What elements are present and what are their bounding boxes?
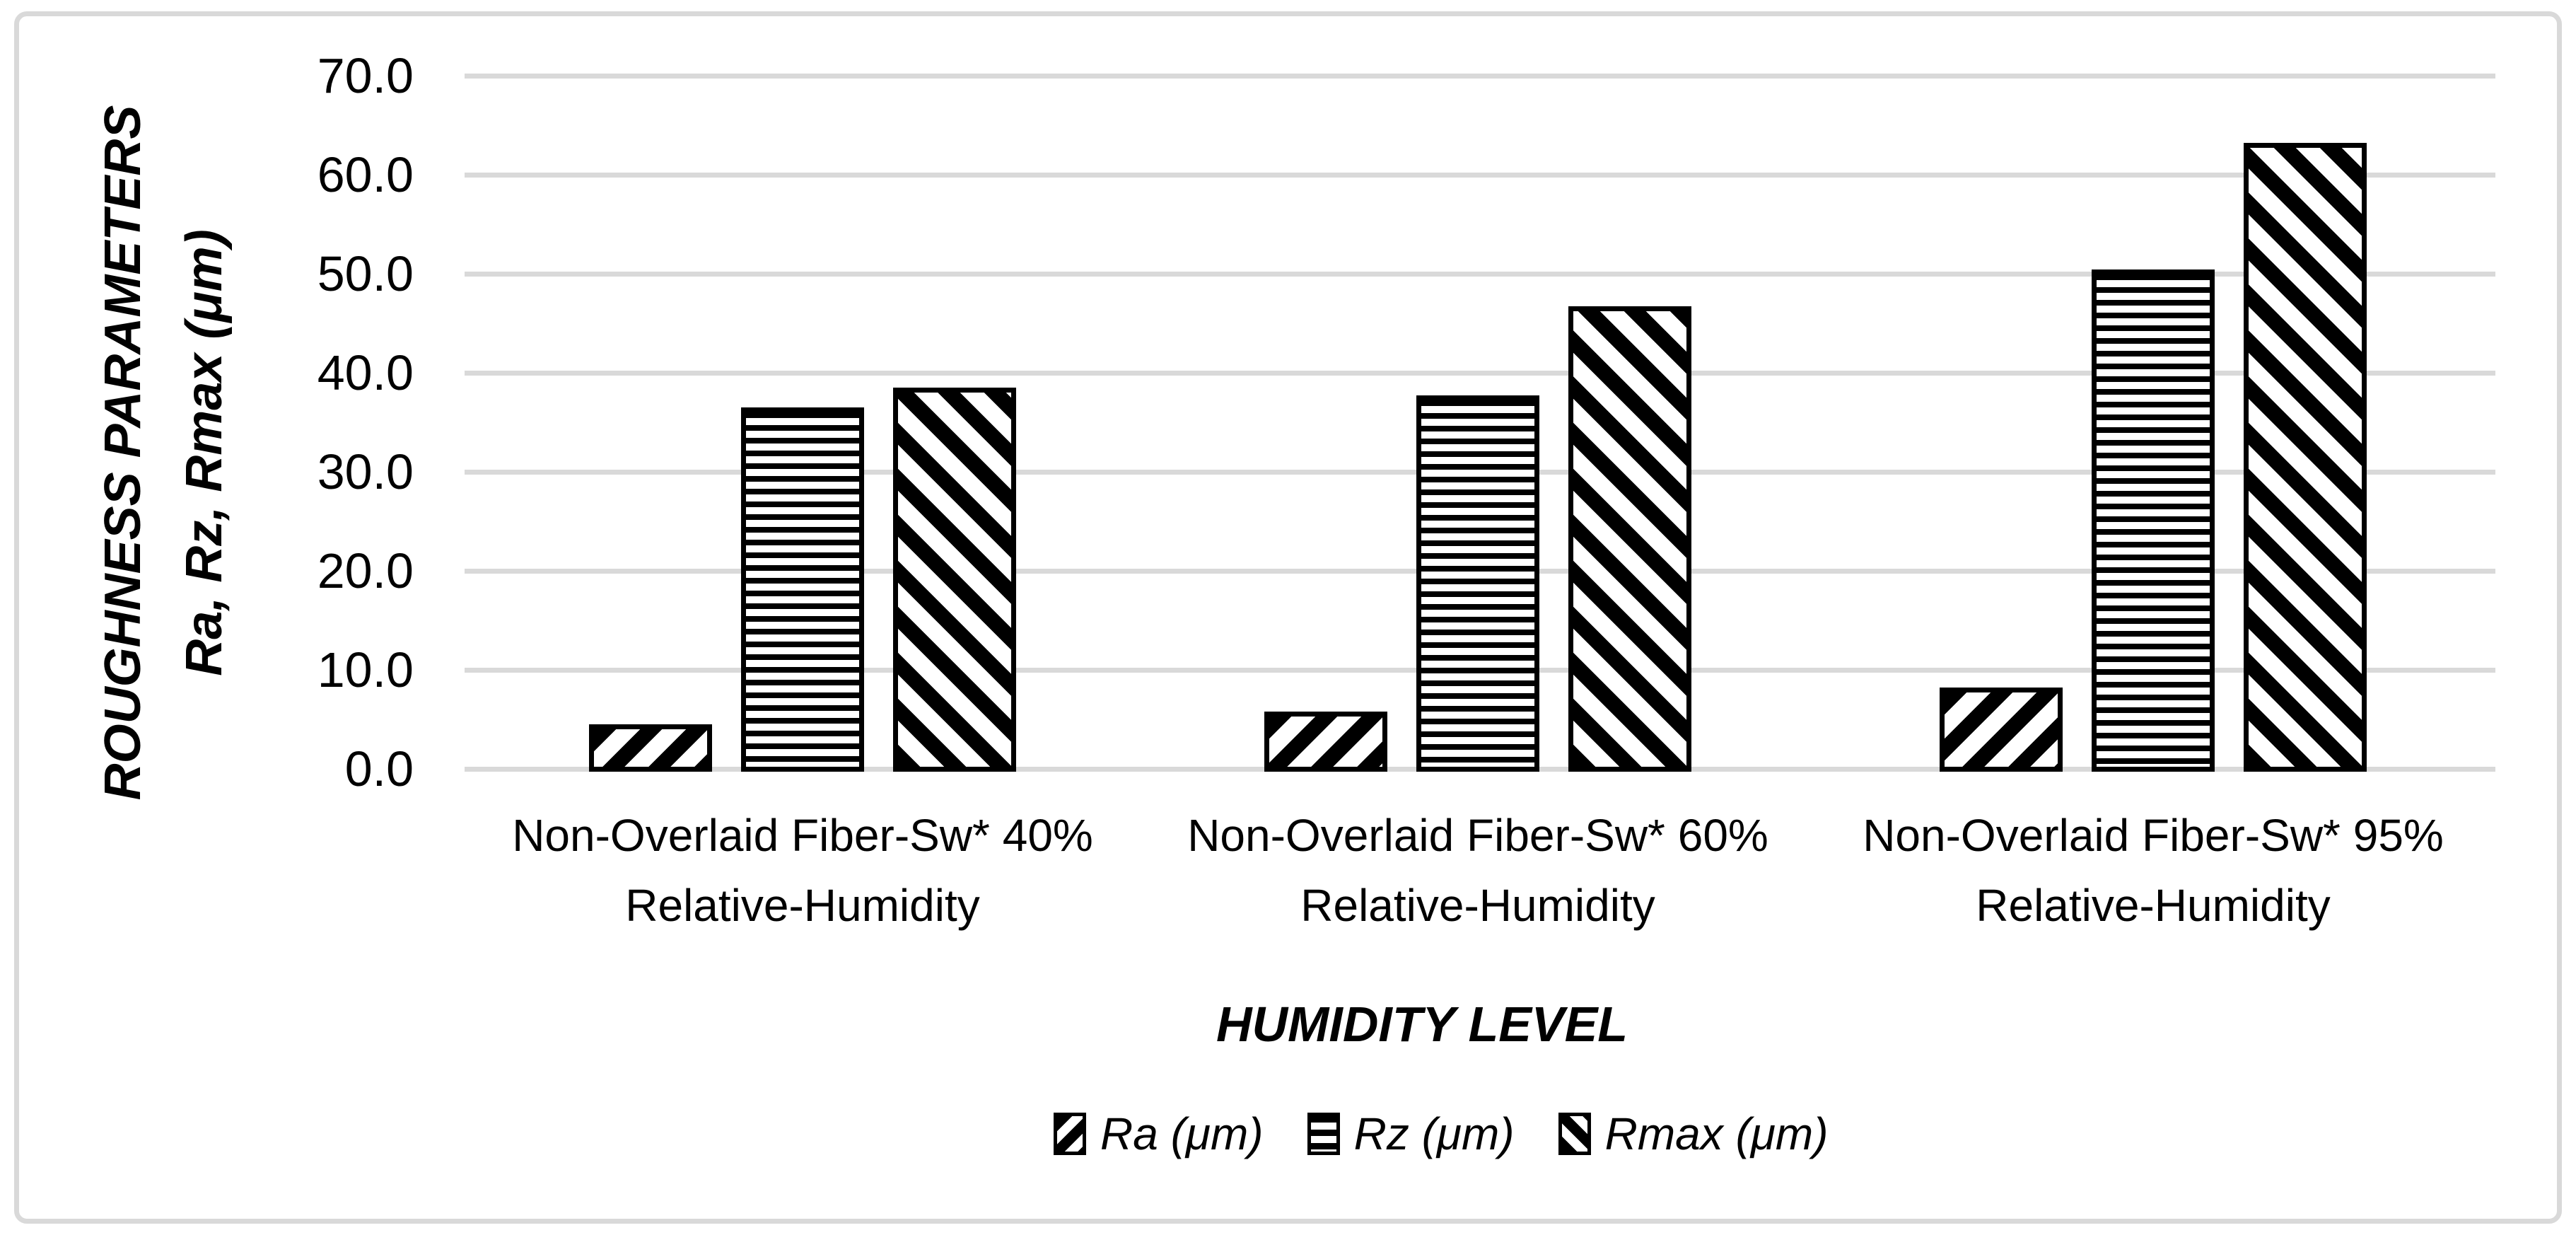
legend-item-rmax: Rmax (μm) xyxy=(1558,1108,1829,1160)
y-tick-label-40: 40.0 xyxy=(317,345,414,400)
category-label-line1: Non-Overlaid Fiber-Sw* 60% xyxy=(1187,810,1768,861)
category-label-line1: Non-Overlaid Fiber-Sw* 95% xyxy=(1863,810,2444,861)
category-label-group2: Non-Overlaid Fiber-Sw* 60% Relative-Humid… xyxy=(1124,801,1831,941)
legend: Ra (μm) Rz (μm) Rmax (μm) xyxy=(1054,1095,1829,1173)
bar-rz-group2 xyxy=(1416,395,1539,772)
legend-swatch-rmax-pattern-icon xyxy=(1558,1113,1591,1155)
y-tick-label-30: 30.0 xyxy=(317,444,414,499)
bar-rmax-group3 xyxy=(2244,143,2367,772)
y-tick-label-50: 50.0 xyxy=(317,246,414,301)
category-label-line1: Non-Overlaid Fiber-Sw* 40% xyxy=(512,810,1093,861)
bar-ra-group3 xyxy=(1940,688,2063,772)
bar-rz-group3 xyxy=(2092,269,2215,772)
y-tick-label-70: 70.0 xyxy=(317,48,414,103)
legend-item-rz: Rz (μm) xyxy=(1307,1108,1515,1160)
y-tick-label-10: 10.0 xyxy=(317,642,414,697)
plot-area xyxy=(465,74,2495,772)
y-tick-label-60: 60.0 xyxy=(317,147,414,202)
y-tick-label-20: 20.0 xyxy=(317,543,414,598)
bar-ra-group1 xyxy=(589,724,712,772)
x-axis-title: HUMIDITY LEVEL xyxy=(1216,997,1628,1052)
legend-label-rmax: Rmax (μm) xyxy=(1604,1108,1829,1159)
category-label-line2: Relative-Humidity xyxy=(625,880,980,932)
gridline-70 xyxy=(465,74,2495,79)
legend-swatch-rz-pattern-icon xyxy=(1307,1113,1340,1155)
category-label-line2: Relative-Humidity xyxy=(1976,880,2331,932)
gridline-50 xyxy=(465,272,2495,277)
legend-swatch-ra-pattern-icon xyxy=(1054,1113,1086,1155)
gridline-60 xyxy=(465,173,2495,178)
gridline-40 xyxy=(465,371,2495,376)
legend-label-rz: Rz (μm) xyxy=(1353,1108,1515,1159)
category-label-line2: Relative-Humidity xyxy=(1300,880,1655,932)
y-tick-label-0: 0.0 xyxy=(344,741,414,796)
category-label-group1: Non-Overlaid Fiber-Sw* 40% Relative-Humid… xyxy=(449,801,1156,941)
y-axis-title-line1: ROUGHNESS PARAMETERS xyxy=(94,105,151,801)
bar-rmax-group2 xyxy=(1568,306,1691,772)
bar-ra-group2 xyxy=(1264,711,1387,772)
bar-rmax-group1 xyxy=(893,387,1016,772)
legend-item-ra: Ra (μm) xyxy=(1054,1108,1264,1160)
legend-label-ra: Ra (μm) xyxy=(1100,1108,1264,1159)
bar-rz-group1 xyxy=(741,407,864,772)
category-label-group3: Non-Overlaid Fiber-Sw* 95% Relative-Humid… xyxy=(1800,801,2507,941)
